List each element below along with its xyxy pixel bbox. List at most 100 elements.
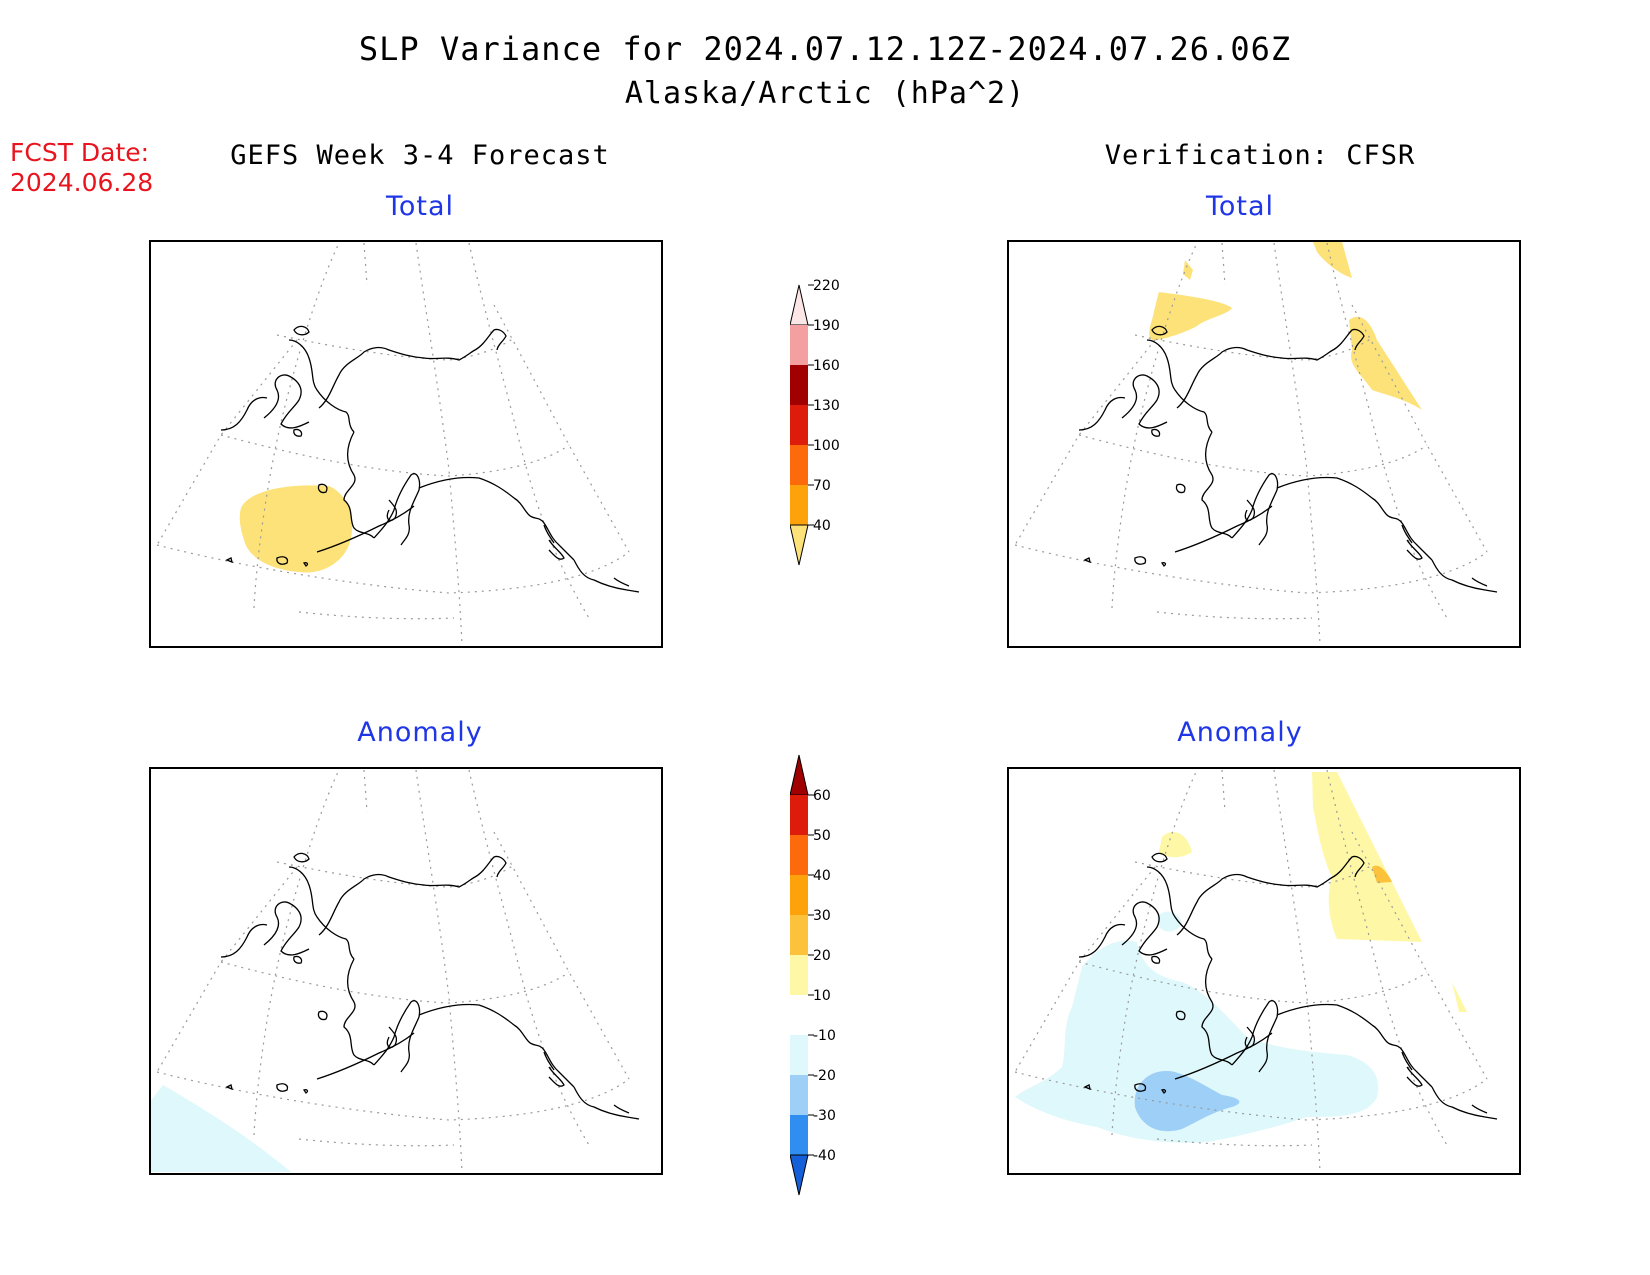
graticule-line xyxy=(363,769,368,813)
coastline xyxy=(1244,1026,1256,1049)
colorbar-tick-label: 160 xyxy=(813,358,840,374)
verification-anomaly-title: Anomaly xyxy=(1177,717,1303,748)
coastline xyxy=(1083,557,1091,564)
coastline xyxy=(1244,499,1256,522)
graticule-line xyxy=(493,304,630,553)
forecast-total-title: Total xyxy=(385,191,455,222)
map-frame xyxy=(149,767,663,1175)
verification-total-title: Total xyxy=(1205,191,1275,222)
colorbar-arrow-bottom xyxy=(790,524,809,566)
coastline xyxy=(293,955,303,964)
fcst-date-value: 2024.06.28 xyxy=(10,168,154,197)
coastline-layer xyxy=(1078,325,1498,593)
fill-layer xyxy=(1149,242,1422,410)
coastline xyxy=(373,1000,421,1073)
variance-contour-40 xyxy=(1349,316,1422,410)
graticule-line xyxy=(1221,769,1226,813)
fcst-date-label: FCST Date: xyxy=(10,138,150,167)
coastline xyxy=(1160,1089,1167,1094)
graticule-line xyxy=(493,831,630,1080)
graticule-line xyxy=(1273,242,1321,646)
coastline xyxy=(1276,476,1373,499)
coastline xyxy=(373,473,421,546)
graticule-line xyxy=(220,961,570,1004)
graticule-layer xyxy=(1014,769,1488,1173)
graticule-line xyxy=(1326,242,1448,619)
colorbar-swatch xyxy=(790,795,808,835)
graticule-line xyxy=(220,434,570,477)
graticule-line xyxy=(1326,769,1448,1146)
map-frame xyxy=(1007,767,1521,1175)
coastline xyxy=(276,1083,289,1092)
coastline-layer xyxy=(220,325,640,593)
graticule-line xyxy=(1111,242,1198,609)
coastline xyxy=(318,855,507,936)
coastline xyxy=(418,1003,515,1026)
coastline xyxy=(1201,431,1233,539)
coastline xyxy=(1174,1032,1273,1080)
coastline xyxy=(276,556,289,565)
colorbar-swatch xyxy=(790,365,808,405)
colorbar-tick-label: 130 xyxy=(813,398,840,414)
coastline xyxy=(543,524,555,544)
coastline xyxy=(1151,852,1168,863)
verification-column-heading: Verification: CFSR xyxy=(1104,140,1416,171)
coastline xyxy=(386,1026,398,1049)
variance-contour-40 xyxy=(239,485,353,573)
graticule-line xyxy=(1014,544,1488,594)
coastline xyxy=(1121,374,1168,429)
coastline xyxy=(1401,1051,1413,1071)
fill-layer xyxy=(150,1085,291,1172)
coastline xyxy=(1231,1000,1279,1073)
coastline xyxy=(1151,955,1161,964)
coastline xyxy=(1431,1086,1498,1120)
map-frame xyxy=(1007,240,1521,648)
colorbar-tick-label: 20 xyxy=(813,948,831,964)
graticule-line xyxy=(1156,611,1313,620)
coastline xyxy=(316,1032,415,1080)
colorbar-tick-label: 60 xyxy=(813,788,831,804)
coastline xyxy=(302,562,309,567)
coastline xyxy=(1276,1003,1373,1026)
colorbar-arrow-top xyxy=(790,284,809,326)
coastline xyxy=(1151,428,1161,437)
anomaly-contour-20 xyxy=(1372,865,1392,883)
coastline xyxy=(613,1104,630,1114)
fill-layer xyxy=(239,485,353,573)
coastline xyxy=(343,958,375,1066)
anomaly-contour-neg10 xyxy=(150,1085,291,1172)
colorbar-tick-label: 190 xyxy=(813,318,840,334)
graticule-layer xyxy=(156,242,630,646)
coastline xyxy=(1371,1024,1433,1088)
graticule-line xyxy=(156,866,298,1073)
coastline xyxy=(263,374,310,429)
coastline xyxy=(288,339,355,433)
colorbar-swatch xyxy=(790,875,808,915)
variance-contour-40 xyxy=(1183,260,1193,280)
coastline xyxy=(1176,328,1365,409)
coastline xyxy=(1176,855,1365,936)
colorbar-tick-label: 30 xyxy=(813,908,831,924)
coastline xyxy=(1371,497,1433,561)
fill-layer xyxy=(1015,772,1467,1143)
colorbar-tick-label: 50 xyxy=(813,828,831,844)
total-colorbar: 40 70 100 130 160 190 220 xyxy=(790,278,840,566)
coastline xyxy=(1151,325,1168,336)
anomaly-contour-neg10 xyxy=(1157,911,1182,932)
map-frame xyxy=(149,240,663,648)
graticule-layer xyxy=(1014,242,1488,646)
coastline xyxy=(302,1089,309,1094)
colorbar-tick-label: 100 xyxy=(813,438,840,454)
coastline xyxy=(318,328,507,409)
anomaly-colorbar: -40 -30 -20 -10 10 20 30 40 50 60 xyxy=(790,754,836,1196)
graticule-line xyxy=(468,242,590,619)
coastline xyxy=(288,866,355,960)
figure-subtitle: Alaska/Arctic (hPa^2) xyxy=(624,76,1026,111)
coastline xyxy=(316,505,415,553)
coastline xyxy=(293,852,310,863)
coastline xyxy=(513,1024,575,1088)
colorbar-swatch xyxy=(790,915,808,955)
anomaly-contour-neg20 xyxy=(1134,1071,1240,1132)
coastline xyxy=(1231,473,1279,546)
coastline-layer xyxy=(1078,852,1498,1120)
